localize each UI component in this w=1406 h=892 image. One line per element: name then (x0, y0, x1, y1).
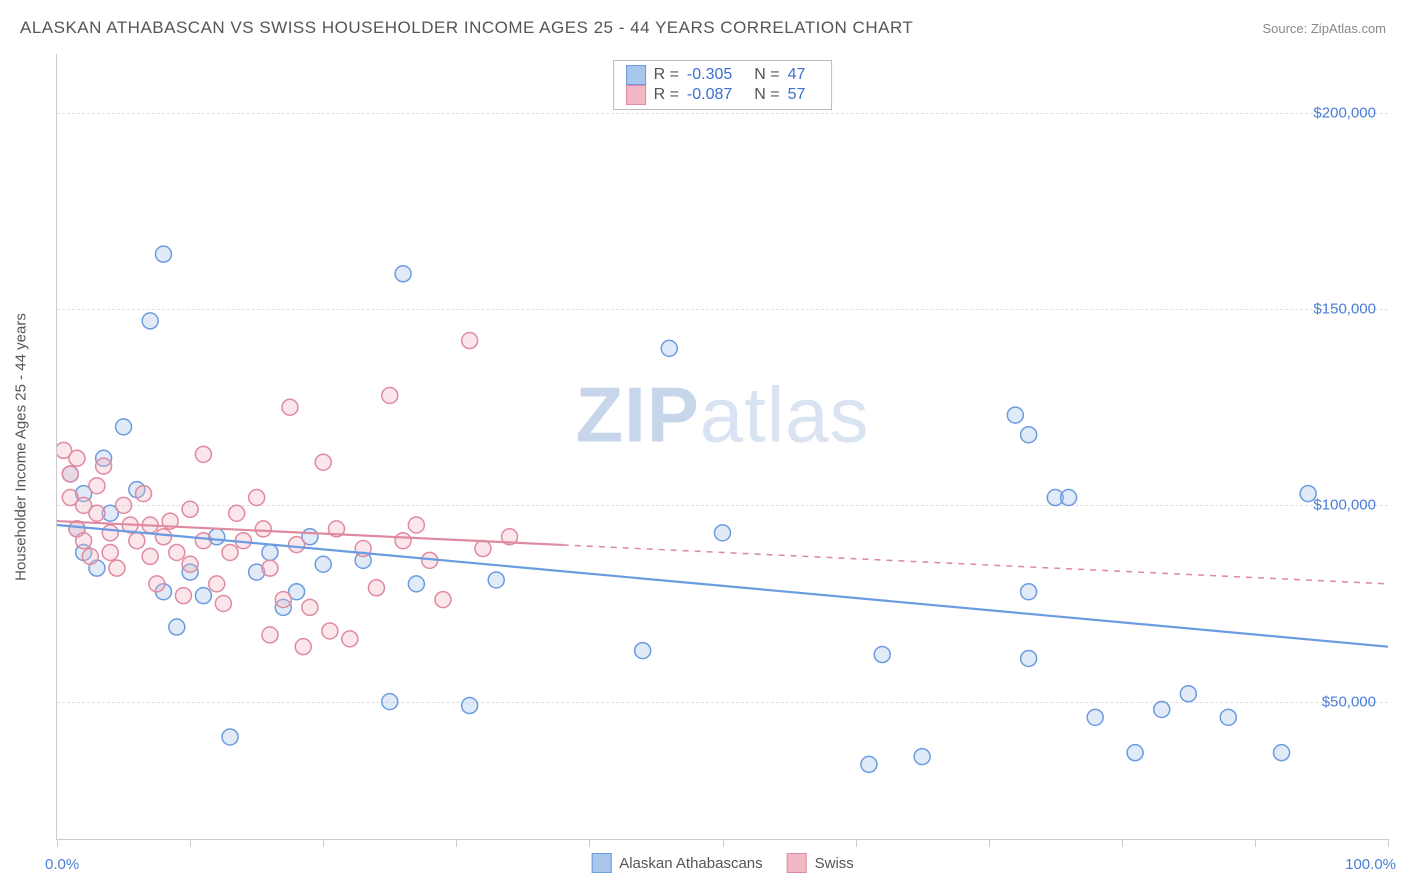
data-point (1021, 427, 1037, 443)
data-point (262, 627, 278, 643)
data-point (142, 313, 158, 329)
data-point (89, 478, 105, 494)
data-point (1300, 486, 1316, 502)
data-point (395, 533, 411, 549)
data-point (229, 505, 245, 521)
data-point (462, 698, 478, 714)
data-point (874, 647, 890, 663)
data-point (295, 639, 311, 655)
data-point (1021, 584, 1037, 600)
data-point (368, 580, 384, 596)
data-point (1087, 709, 1103, 725)
data-point (215, 596, 231, 612)
data-point (661, 340, 677, 356)
data-point (488, 572, 504, 588)
data-point (62, 466, 78, 482)
data-point (282, 399, 298, 415)
data-point (149, 576, 165, 592)
data-point (1154, 701, 1170, 717)
data-point (289, 537, 305, 553)
data-point (255, 521, 271, 537)
data-point (715, 525, 731, 541)
data-point (635, 643, 651, 659)
data-point (1007, 407, 1023, 423)
data-point (475, 541, 491, 557)
data-point (322, 623, 338, 639)
data-point (382, 387, 398, 403)
data-point (142, 548, 158, 564)
data-point (102, 525, 118, 541)
data-point (155, 529, 171, 545)
legend-item-2: Swiss (787, 853, 854, 873)
data-point (89, 505, 105, 521)
data-point (1220, 709, 1236, 725)
data-point (155, 246, 171, 262)
data-point (96, 458, 112, 474)
data-point (914, 749, 930, 765)
data-point (182, 556, 198, 572)
data-point (382, 694, 398, 710)
data-point (302, 599, 318, 615)
trend-line-extrapolated (563, 545, 1388, 584)
data-point (195, 446, 211, 462)
data-point (1274, 745, 1290, 761)
data-point (408, 517, 424, 533)
data-point (82, 548, 98, 564)
data-point (861, 756, 877, 772)
legend-swatch-pink (626, 85, 646, 105)
data-point (262, 560, 278, 576)
data-point (315, 454, 331, 470)
data-point (102, 544, 118, 560)
data-point (116, 497, 132, 513)
data-point (342, 631, 358, 647)
legend-row-series-2: R = -0.087 N = 57 (626, 85, 820, 105)
legend-swatch-blue (591, 853, 611, 873)
data-point (169, 544, 185, 560)
x-axis-max-label: 100.0% (1345, 856, 1396, 873)
data-point (1180, 686, 1196, 702)
correlation-legend: R = -0.305 N = 47 R = -0.087 N = 57 (613, 60, 833, 110)
data-point (1061, 490, 1077, 506)
data-point (209, 576, 225, 592)
data-point (1021, 650, 1037, 666)
chart-title: ALASKAN ATHABASCAN VS SWISS HOUSEHOLDER … (20, 18, 913, 38)
data-point (222, 729, 238, 745)
data-point (116, 419, 132, 435)
legend-row-series-1: R = -0.305 N = 47 (626, 65, 820, 85)
data-point (195, 588, 211, 604)
scatter-plot (57, 54, 1388, 839)
series-legend: Alaskan Athabascans Swiss (591, 853, 854, 873)
data-point (275, 592, 291, 608)
data-point (462, 333, 478, 349)
source-label: Source: ZipAtlas.com (1262, 21, 1386, 36)
data-point (136, 486, 152, 502)
data-point (129, 533, 145, 549)
data-point (76, 533, 92, 549)
trend-line (57, 525, 1388, 647)
data-point (169, 619, 185, 635)
legend-item-1: Alaskan Athabascans (591, 853, 762, 873)
y-axis-label: Householder Income Ages 25 - 44 years (13, 313, 30, 581)
data-point (262, 544, 278, 560)
data-point (222, 544, 238, 560)
data-point (1127, 745, 1143, 761)
x-axis-min-label: 0.0% (45, 856, 79, 873)
legend-swatch-pink (787, 853, 807, 873)
chart-area: Householder Income Ages 25 - 44 years ZI… (56, 54, 1388, 840)
legend-swatch-blue (626, 65, 646, 85)
data-point (195, 533, 211, 549)
data-point (395, 266, 411, 282)
data-point (408, 576, 424, 592)
data-point (69, 450, 85, 466)
data-point (435, 592, 451, 608)
data-point (249, 490, 265, 506)
data-point (175, 588, 191, 604)
data-point (109, 560, 125, 576)
data-point (182, 501, 198, 517)
data-point (315, 556, 331, 572)
